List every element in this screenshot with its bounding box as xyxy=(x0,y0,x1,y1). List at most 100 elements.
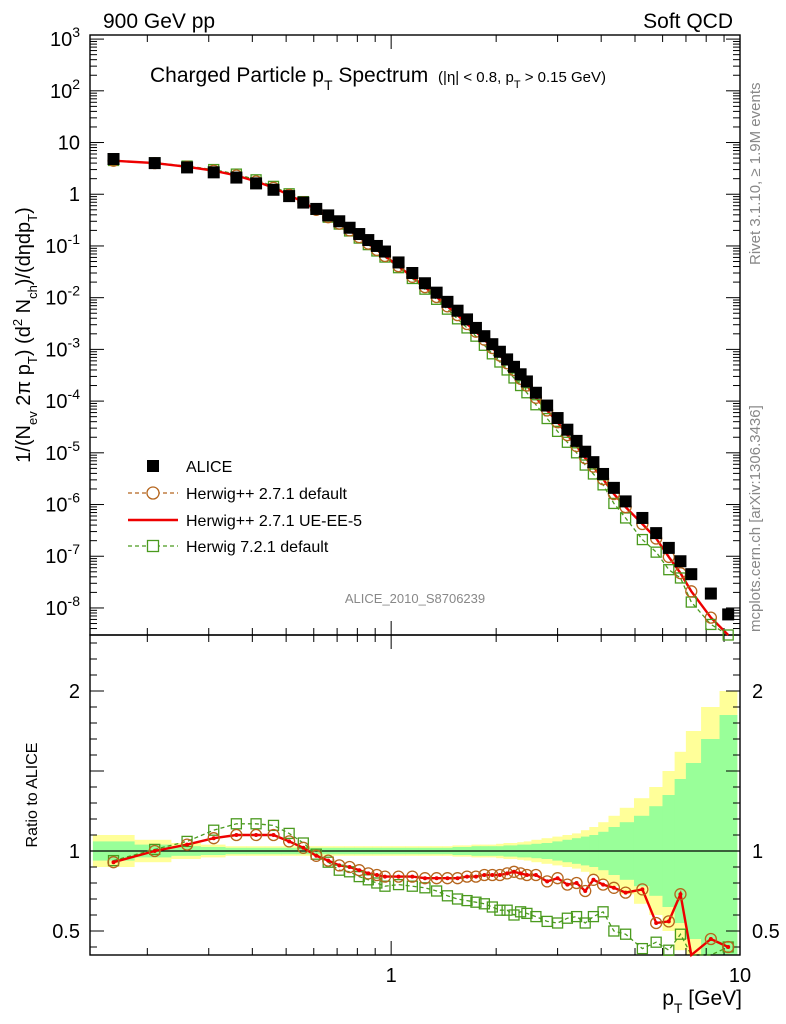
ratio-herwigpp-default-marker xyxy=(570,876,583,890)
alice-data-point xyxy=(230,171,243,184)
plot-title-tail: Spectrum xyxy=(333,64,429,87)
alice-data-point xyxy=(501,353,514,366)
ratio-herwig7-marker xyxy=(579,917,591,929)
ratio-herwig7-marker xyxy=(406,880,418,892)
alice-data-point xyxy=(607,481,620,494)
main-plot-series xyxy=(107,153,735,641)
ratio-y-tick-label-right: 1 xyxy=(752,841,763,863)
ratio-herwig7-marker xyxy=(508,909,520,921)
main-y-tick-label: 10-3 xyxy=(45,334,80,361)
ratio-herwigpp-default-marker xyxy=(310,849,323,862)
alice-data-point xyxy=(570,434,583,447)
main-y-tick-label: 102 xyxy=(50,76,80,103)
alice-data-point xyxy=(207,166,220,179)
alice-data-point xyxy=(406,266,419,279)
ratio-herwigpp-default-marker xyxy=(460,870,474,883)
x-axis-label: pT [GeV] xyxy=(662,987,742,1016)
ratio-plot-frame xyxy=(89,634,741,956)
alice-data-point xyxy=(333,215,346,228)
legend-label: Herwig++ 2.7.1 UE-EE-5 xyxy=(186,513,362,530)
alice-data-point xyxy=(418,277,431,290)
ratio-herwigpp-ue-ee-5-point xyxy=(497,873,502,877)
ratio-herwigpp-ue-ee-5-point xyxy=(337,863,342,868)
ratio-herwigpp-default-marker xyxy=(378,870,392,883)
ratio-herwigpp-ue-ee-5-point xyxy=(465,874,470,879)
series-line-herwig7 xyxy=(113,159,729,636)
ratio-herwigpp-default-marker xyxy=(722,940,735,954)
ratio-herwigpp-ue-ee-5-point xyxy=(301,845,306,850)
alice-data-point xyxy=(451,304,464,317)
plot-title-sub: T xyxy=(324,77,333,93)
alice-data-point xyxy=(529,386,542,399)
ratio-herwig7-marker xyxy=(561,912,574,924)
ratio-herwigpp-default-marker xyxy=(370,868,384,882)
main-y-tick-label: 10-1 xyxy=(45,231,80,258)
alice-data-point xyxy=(322,209,335,222)
ratio-herwigpp-default-marker xyxy=(441,872,454,885)
ratio-herwigpp-default-marker xyxy=(297,841,310,854)
ratio-herwigpp-ue-ee-5-point xyxy=(374,873,379,877)
ratio-herwigpp-default-marker xyxy=(619,886,632,899)
ratio-herwigpp-ue-ee-5-point xyxy=(434,876,439,881)
ratio-herwig7-marker xyxy=(514,906,527,918)
herwig7-marker xyxy=(663,564,675,576)
ratio-herwig7-marker xyxy=(570,910,583,923)
axis-ticks xyxy=(90,35,741,955)
alice-data-point xyxy=(674,555,687,568)
ratio-herwigpp-ue-ee-5-point xyxy=(708,937,713,941)
rivet-label: Rivet 3.1.10, ≥ 1.9M events xyxy=(747,83,764,266)
alice-data-point xyxy=(722,608,735,621)
ratio-herwigpp-default-marker xyxy=(500,867,514,880)
ratio-herwigpp-default-marker xyxy=(392,870,405,883)
alice-data-point xyxy=(650,527,663,540)
main-y-tick-label: 10-5 xyxy=(45,438,80,465)
ratio-herwig7-marker xyxy=(470,896,482,908)
ratio-herwigpp-ue-ee-5-point xyxy=(211,836,216,841)
alice-data-point xyxy=(704,587,717,600)
ratio-herwigpp-ue-ee-5-point xyxy=(445,876,450,881)
ratio-herwigpp-default-marker xyxy=(353,864,366,877)
ratio-herwig7-marker xyxy=(530,910,542,923)
legend-marker-alice xyxy=(147,460,159,472)
alice-data-point xyxy=(378,245,391,258)
ratio-herwigpp-ue-ee-5-point xyxy=(111,860,116,865)
ratio-herwigpp-default-marker xyxy=(636,883,649,896)
legend-marker-herwig7 xyxy=(146,539,160,553)
ratio-herwig7-marker xyxy=(636,942,649,955)
x-tick-label: 10 xyxy=(729,965,751,987)
ratio-herwig7-marker xyxy=(608,925,620,937)
alice-data-point xyxy=(392,256,405,269)
ratio-herwigpp-default-marker xyxy=(180,838,194,851)
series-line-herwigpp-default xyxy=(113,160,729,636)
ratio-herwigpp-default-marker xyxy=(322,854,335,867)
ratio-herwigpp-ue-ee-5-point xyxy=(640,887,645,892)
main-y-tick-labels: 10-8 10-7 10-6 10-5 10-4 10-3 10-2 10-1 1 10 102 10… xyxy=(45,24,80,620)
ratio-herwigpp-ue-ee-5-point xyxy=(533,873,538,877)
ratio-line-herwig7 xyxy=(113,823,729,956)
ratio-herwigpp-ue-ee-5-point xyxy=(518,871,523,876)
ratio-y-tick-label-right: 0.5 xyxy=(752,921,780,943)
ratio-herwig7-marker xyxy=(494,904,506,916)
alice-data-point xyxy=(148,157,161,170)
ratio-herwigpp-default-marker xyxy=(418,872,432,885)
ratio-herwigpp-ue-ee-5-point xyxy=(357,868,362,873)
ratio-herwig7-marker xyxy=(379,880,391,892)
ratio-herwigpp-ue-ee-5-point xyxy=(287,839,292,844)
ratio-herwig7-marker xyxy=(597,906,609,918)
ratio-herwigpp-ue-ee-5-point xyxy=(455,876,460,881)
main-y-axis-label: 1/(Nev 2π pT) (d2 Nch)/(dηdpT) xyxy=(10,207,40,463)
ratio-herwigpp-ue-ee-5-point xyxy=(678,892,683,897)
ratio-herwigpp-ue-ee-5-point xyxy=(396,874,401,879)
plot-title-main: Charged Particle p xyxy=(150,64,324,87)
alice-data-point xyxy=(181,161,194,174)
ratio-herwigpp-default-marker xyxy=(406,870,419,883)
ratio-herwigpp-default-marker xyxy=(207,832,220,845)
ratio-herwigpp-default-marker xyxy=(596,878,610,891)
herwig7-marker xyxy=(608,497,620,510)
ratio-herwigpp-default-marker xyxy=(282,835,296,848)
herwig7-marker xyxy=(705,618,717,631)
alice-data-point xyxy=(561,423,574,436)
mcplots-label: mcplots.cern.ch [arXiv:1306.3436] xyxy=(747,405,764,632)
ratio-herwigpp-default-marker xyxy=(579,884,592,898)
main-y-tick-label: 10-6 xyxy=(45,490,80,517)
